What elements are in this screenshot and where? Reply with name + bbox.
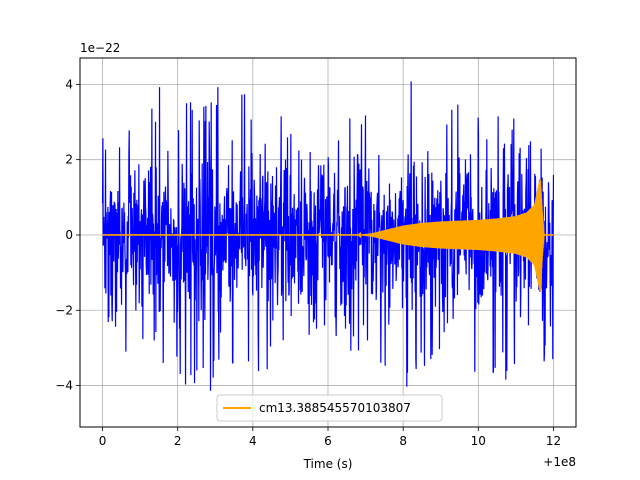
y-scale-label: 1e−22 [80,41,120,55]
legend-label: cm13.388545570103807 [259,401,411,415]
x-tick-label: 2 [174,434,182,448]
y-tick-label: 4 [65,77,73,91]
x-ticks: 0 2 4 6 8 10 12 [99,427,561,448]
x-tick-label: 8 [399,434,407,448]
x-tick-label: 6 [324,434,332,448]
x-tick-label: 4 [249,434,257,448]
legend-box [216,394,443,422]
y-tick-label: 0 [65,228,73,242]
y-tick-label: −2 [55,303,73,317]
x-axis-title: Time (s) [303,457,353,471]
y-ticks: −4 −2 0 2 4 [55,77,80,393]
x-tick-label: 0 [99,434,107,448]
x-offset-label: +1e8 [543,455,576,469]
legend: cm13.388545570103807 [216,394,443,422]
series-template-trace [102,179,554,292]
series-noise-trace [101,81,555,391]
traces [101,81,555,391]
y-tick-label: −4 [55,379,73,393]
x-tick-label: 12 [546,434,561,448]
y-tick-label: 2 [65,153,73,167]
x-tick-label: 10 [471,434,486,448]
